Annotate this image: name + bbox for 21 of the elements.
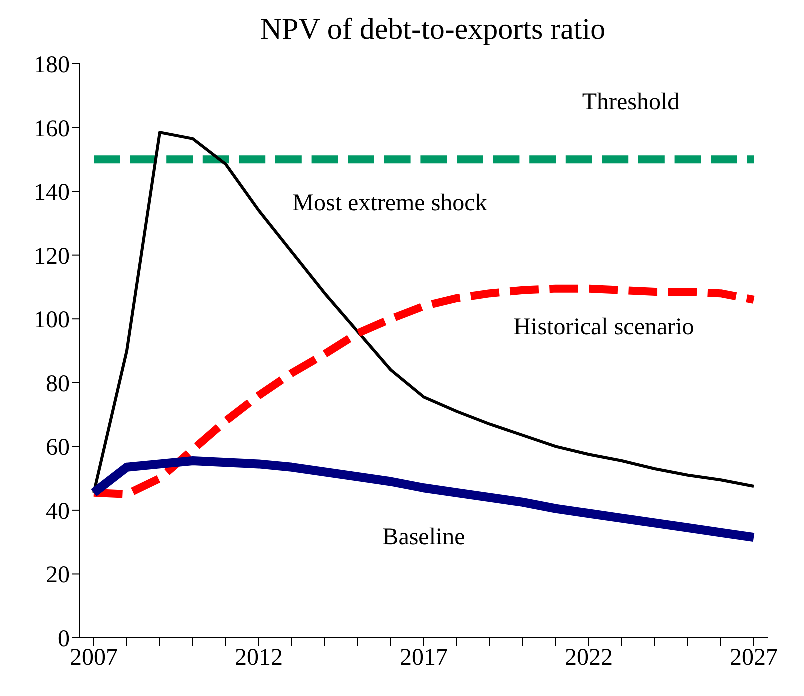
chart-title: NPV of debt-to-exports ratio xyxy=(259,12,607,48)
y-tick-label: 100 xyxy=(34,308,70,334)
x-tick-label: 2027 xyxy=(730,645,778,672)
y-tick-label: 40 xyxy=(46,498,70,525)
y-tick-label: 0 xyxy=(58,626,70,653)
x-tick-label: 2012 xyxy=(235,645,283,672)
series-label: Most extreme shock xyxy=(292,190,488,218)
y-tick-label: 140 xyxy=(34,180,70,206)
y-tick-label: 120 xyxy=(34,244,70,270)
series-label: Baseline xyxy=(382,524,466,552)
line-series xyxy=(92,131,756,494)
y-tick-label: 60 xyxy=(46,435,70,462)
x-tick-label: 2017 xyxy=(400,645,448,672)
y-tick-label: 180 xyxy=(34,52,70,79)
y-tick-label: 160 xyxy=(34,116,70,142)
series-label: Historical scenario xyxy=(514,314,694,342)
x-tick-label: 2007 xyxy=(70,645,118,672)
y-tick-label: 20 xyxy=(46,562,70,589)
y-tick-label: 80 xyxy=(46,371,70,398)
x-tick-label: 2022 xyxy=(565,645,613,672)
series-label: Threshold xyxy=(582,90,680,116)
